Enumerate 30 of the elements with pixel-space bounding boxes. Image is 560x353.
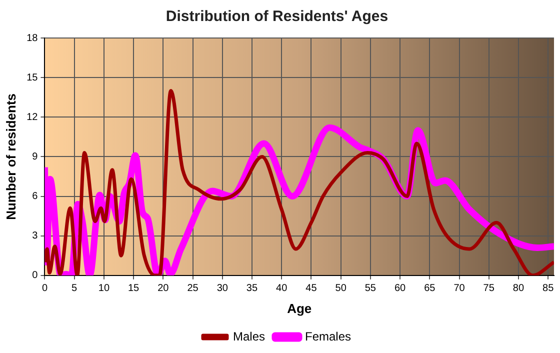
x-tick-label: 0 xyxy=(42,283,48,294)
legend-label: Males xyxy=(232,329,266,344)
y-tick-label: 18 xyxy=(26,32,38,44)
y-tick-label: 0 xyxy=(32,270,38,282)
x-tick-label: 15 xyxy=(128,283,140,294)
x-tick-label: 65 xyxy=(424,283,436,294)
x-tick-label: 40 xyxy=(276,283,288,294)
y-tick-label: 9 xyxy=(32,151,38,162)
x-tick-label: 70 xyxy=(454,283,466,294)
chart-title: Distribution of Residents' Ages xyxy=(166,8,388,26)
x-tick-label: 75 xyxy=(483,283,495,294)
x-tick-label: 25 xyxy=(187,283,199,294)
y-tick-label: 3 xyxy=(32,230,38,242)
x-tick-label: 80 xyxy=(512,283,524,294)
x-tick-label: 20 xyxy=(158,283,170,294)
x-axis-title: Age xyxy=(287,300,312,316)
x-tick-label: 30 xyxy=(216,283,228,294)
legend-label: Females xyxy=(305,329,352,344)
x-tick-label: 10 xyxy=(98,283,110,294)
y-tick-label: 6 xyxy=(32,191,38,202)
x-tick-label: 85 xyxy=(542,283,554,294)
x-tick-label: 45 xyxy=(306,283,318,294)
x-tick-label: 60 xyxy=(394,283,406,294)
y-tick-label: 12 xyxy=(26,112,38,123)
x-tick-label: 5 xyxy=(72,283,78,294)
y-tick-label: 15 xyxy=(26,72,38,84)
x-tick-label: 35 xyxy=(246,283,258,294)
x-tick-label: 50 xyxy=(335,283,347,294)
x-tick-label: 55 xyxy=(364,283,376,294)
y-axis-title: Number of residents xyxy=(3,93,18,220)
